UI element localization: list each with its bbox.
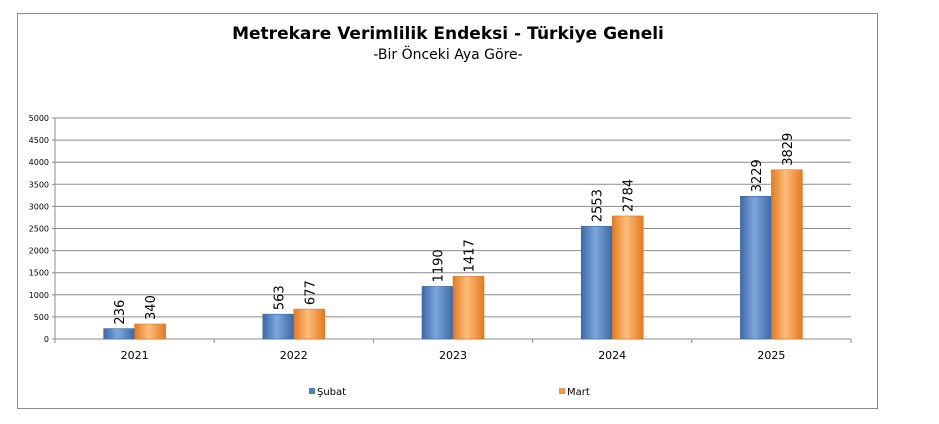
x-tick-label: 2021: [121, 349, 149, 362]
data-label: 2784: [622, 179, 637, 212]
x-tick-label: 2022: [280, 349, 308, 362]
chart-frame: Metrekare Verimlilik Endeksi - Türkiye G…: [17, 13, 878, 409]
y-tick-label: 500: [34, 313, 49, 322]
bar-subat-2021: [103, 328, 135, 340]
data-label: 3229: [750, 159, 765, 192]
bar-chart: Metrekare Verimlilik Endeksi - Türkiye G…: [29, 24, 852, 398]
y-tick-label: 4000: [29, 158, 49, 167]
gridlines: [55, 117, 851, 318]
y-tick-label: 2000: [29, 247, 49, 256]
bar-subat-2023: [421, 286, 454, 340]
bar-mart-2022: [293, 308, 326, 340]
data-label: 1417: [463, 239, 478, 272]
y-tick-label: 0: [44, 335, 49, 344]
data-label: 677: [303, 280, 318, 305]
bar-subat-2024: [580, 225, 613, 340]
legend: Şubat Mart: [309, 387, 590, 398]
legend-swatch: [559, 388, 565, 394]
y-tick-label: 3500: [29, 180, 49, 189]
x-tick-label: 2023: [439, 349, 467, 362]
bars: [103, 169, 803, 340]
data-labels: 236 340 563 677 1190 1417 2553 2784 3229 3829: [113, 133, 796, 325]
x-tick-label: 2024: [598, 349, 626, 362]
data-label: 563: [272, 285, 287, 310]
bar-mart-2023: [452, 276, 485, 340]
y-tick-label: 1000: [29, 291, 49, 300]
data-label: 1190: [432, 249, 447, 282]
y-tick-label: 1500: [29, 269, 49, 278]
bar-mart-2024: [611, 215, 644, 340]
legend-swatch: [309, 388, 315, 394]
chart-subtitle: -Bir Önceki Aya Göre-: [373, 45, 522, 63]
y-tick-label: 3000: [29, 202, 49, 211]
data-label: 3829: [781, 133, 796, 166]
x-tick-label: 2025: [757, 349, 785, 362]
chart-title: Metrekare Verimlilik Endeksi - Türkiye G…: [232, 24, 664, 44]
legend-label: Mart: [567, 387, 590, 398]
bar-subat-2022: [262, 313, 295, 340]
y-tick-label: 5000: [29, 114, 49, 123]
bar-mart-2021: [134, 323, 166, 340]
y-tick-label: 2500: [29, 225, 49, 234]
bar-subat-2025: [740, 196, 772, 340]
bar-mart-2025: [771, 169, 803, 340]
y-tick-label: 4500: [29, 136, 49, 145]
data-label: 2553: [591, 189, 606, 222]
data-label: 340: [144, 295, 159, 320]
legend-label: Şubat: [317, 387, 346, 398]
data-label: 236: [113, 300, 128, 325]
